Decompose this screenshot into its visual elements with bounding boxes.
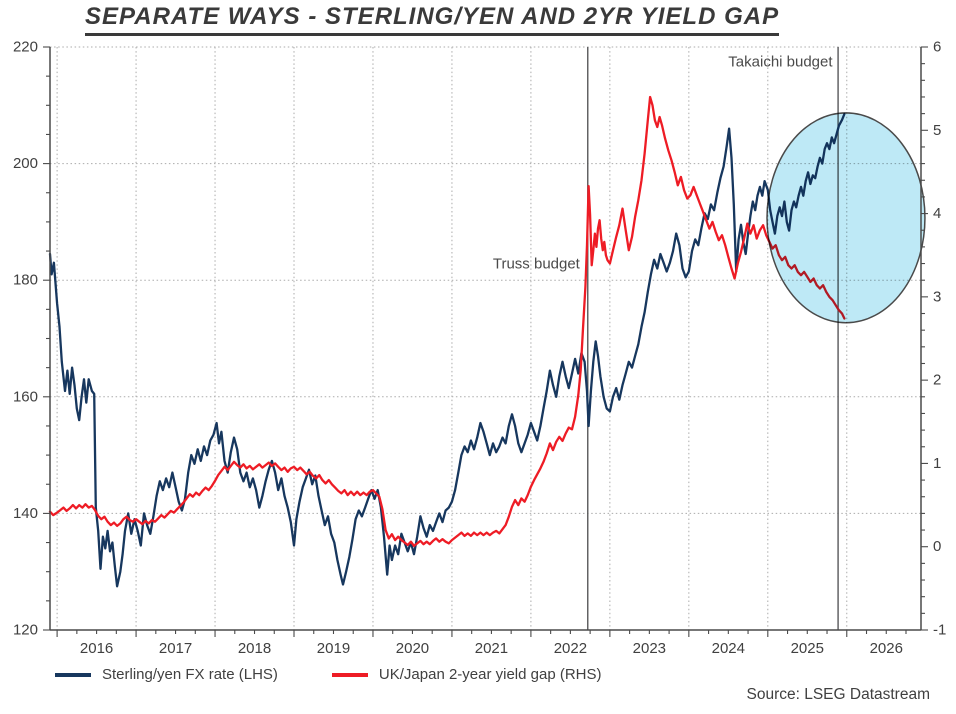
svg-text:2026: 2026 <box>870 640 903 657</box>
svg-text:5: 5 <box>933 122 941 139</box>
svg-text:2020: 2020 <box>396 640 429 657</box>
source-credit: Source: LSEG Datastream <box>746 686 931 703</box>
axis-ticks <box>43 46 928 637</box>
svg-text:2: 2 <box>933 372 941 389</box>
svg-text:160: 160 <box>13 388 38 405</box>
svg-text:6: 6 <box>933 39 941 56</box>
legend-label-sterling-yen: Sterling/yen FX rate (LHS) <box>102 666 278 683</box>
axis-tick-labels: 120 140 160 180 200 220 -1 0 1 2 3 4 5 6 2016 2017 2018 2… <box>13 39 946 658</box>
legend-item-sterling-yen: Sterling/yen FX rate (LHS) <box>55 666 278 683</box>
gridlines <box>50 46 921 630</box>
svg-text:1: 1 <box>933 455 941 472</box>
svg-text:2018: 2018 <box>238 640 271 657</box>
svg-text:180: 180 <box>13 272 38 289</box>
svg-text:140: 140 <box>13 505 38 522</box>
legend-swatch-yield-gap <box>331 672 368 677</box>
highlight-ellipse <box>766 112 926 324</box>
svg-text:220: 220 <box>13 39 38 56</box>
svg-text:4: 4 <box>933 205 941 222</box>
svg-text:2025: 2025 <box>791 640 824 657</box>
svg-text:2016: 2016 <box>80 640 113 657</box>
legend-label-yield-gap: UK/Japan 2-year yield gap (RHS) <box>378 666 602 683</box>
annotation-truss-budget: Truss budget <box>493 255 581 272</box>
svg-text:2019: 2019 <box>317 640 350 657</box>
chart-legend: Sterling/yen FX rate (LHS) UK/Japan 2-ye… <box>55 666 656 683</box>
annotation-takaichi-budget: Takaichi budget <box>728 54 833 71</box>
series-line-sterling-yen-fx-rate-lhs <box>48 112 846 588</box>
svg-text:2017: 2017 <box>159 640 192 657</box>
svg-text:200: 200 <box>13 155 38 172</box>
svg-text:2024: 2024 <box>712 640 745 657</box>
chart-title: SEPARATE WAYS - STERLING/YEN AND 2YR YIE… <box>85 3 780 36</box>
svg-text:2022: 2022 <box>554 640 587 657</box>
svg-text:0: 0 <box>933 538 941 555</box>
svg-text:2021: 2021 <box>475 640 508 657</box>
series-line-uk-japan-2-year-yield-gap-rhs <box>48 95 846 548</box>
svg-text:-1: -1 <box>933 622 946 639</box>
svg-text:2023: 2023 <box>633 640 666 657</box>
legend-item-yield-gap: UK/Japan 2-year yield gap (RHS) <box>331 666 602 683</box>
svg-text:120: 120 <box>13 622 38 639</box>
legend-swatch-sterling-yen <box>55 672 91 677</box>
axes <box>49 47 922 631</box>
svg-text:3: 3 <box>933 288 941 305</box>
